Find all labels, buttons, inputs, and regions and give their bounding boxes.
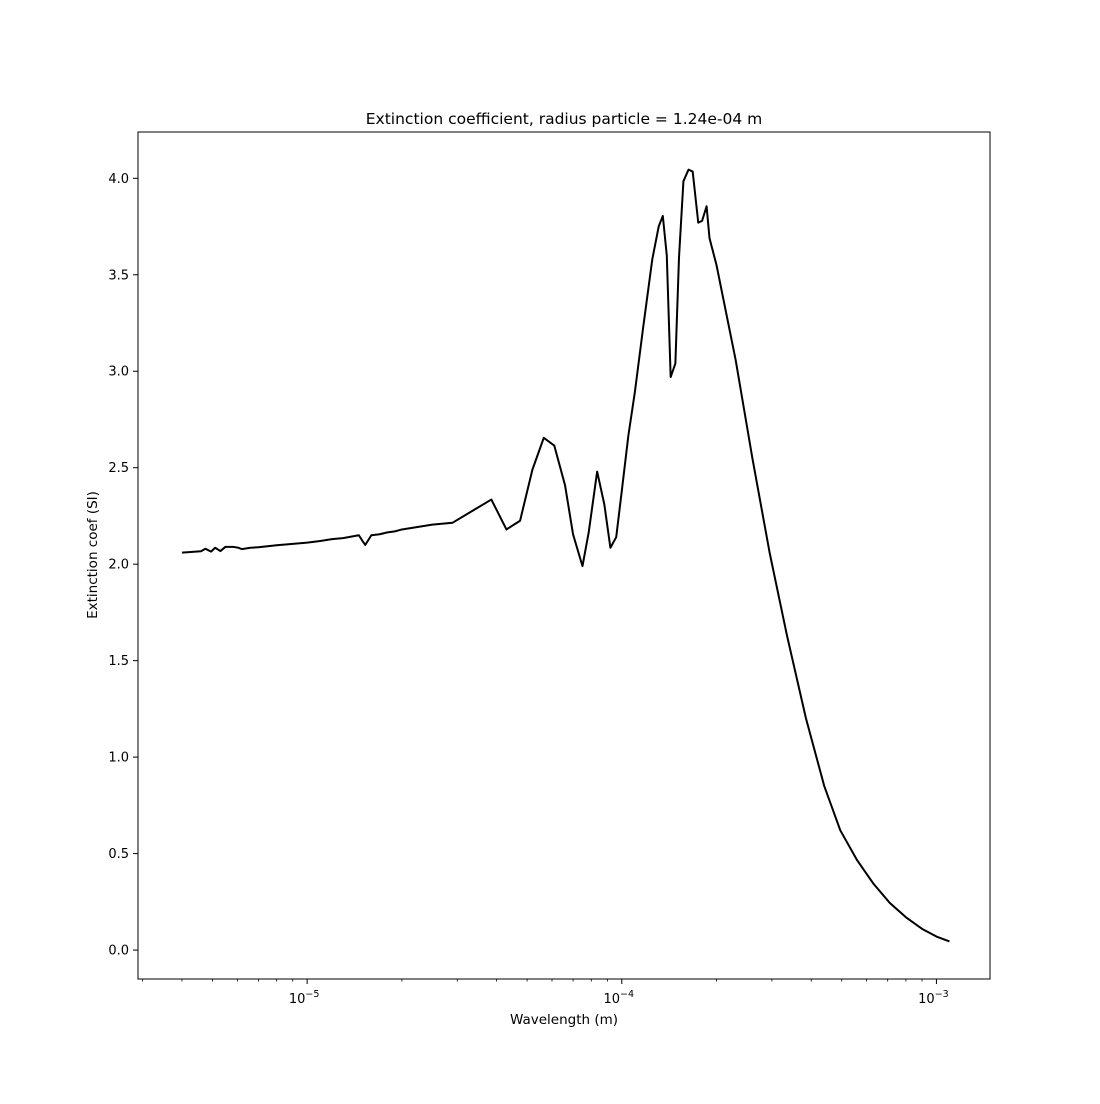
y-tick-label: 1.0 xyxy=(108,751,129,766)
plot-area xyxy=(138,132,990,979)
y-tick-label: 3.0 xyxy=(108,365,129,380)
x-tick-label: 10−3 xyxy=(918,989,949,1007)
series-layer xyxy=(181,168,950,943)
y-tick-label: 0.0 xyxy=(108,944,129,959)
y-tick-label: 0.5 xyxy=(108,847,129,862)
x-axis-ticks: 10−5 10−4 10−3 xyxy=(289,979,949,1007)
series-line-0 xyxy=(181,168,950,943)
y-axis-ticks: 0.0 0.5 1.0 1.5 2.0 2.5 3.0 3.5 4.0 xyxy=(108,172,138,959)
chart-title: Extinction coefficient, radius particle … xyxy=(366,110,763,128)
y-axis-label: Extinction coef (SI) xyxy=(85,491,101,619)
x-tick-label-exponent: −3 xyxy=(935,989,949,1000)
axes-frame xyxy=(137,131,991,980)
y-tick-label: 1.5 xyxy=(108,654,129,669)
x-tick-label-base: 10 xyxy=(918,992,935,1007)
y-tick-label: 2.5 xyxy=(108,461,129,476)
y-tick-label: 2.0 xyxy=(108,558,129,573)
x-tick-label: 10−4 xyxy=(604,989,635,1007)
x-tick-label-base: 10 xyxy=(289,992,306,1007)
x-axis-label: Wavelength (m) xyxy=(510,1012,618,1028)
x-tick-label: 10−5 xyxy=(289,989,320,1007)
x-tick-label-exponent: −4 xyxy=(620,989,634,1000)
y-tick-label: 4.0 xyxy=(108,172,129,187)
y-tick-label: 3.5 xyxy=(108,268,129,283)
x-tick-label-base: 10 xyxy=(604,992,621,1007)
x-tick-label-exponent: −5 xyxy=(305,989,319,1000)
x-minor-ticks xyxy=(142,979,923,982)
